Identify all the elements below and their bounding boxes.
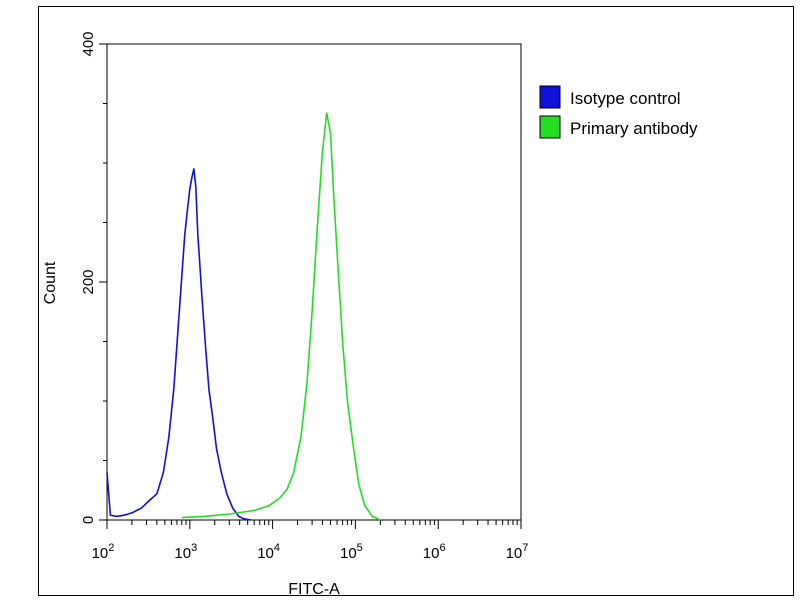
series-layer <box>106 112 381 521</box>
x-tick-label: 103 <box>174 542 197 562</box>
legend-label-isotype: Isotype control <box>570 89 681 108</box>
x-axis-ticks: 102 103 104 105 106 107 <box>92 520 529 562</box>
y-tick-label: 400 <box>80 31 97 56</box>
chart-frame <box>38 6 794 596</box>
legend-label-primary: Primary antibody <box>570 119 698 138</box>
x-tick-label: 105 <box>340 542 363 562</box>
x-tick-label: 104 <box>257 542 280 562</box>
x-tick-label: 107 <box>506 542 529 562</box>
y-axis-ticks: 0 200 400 <box>80 31 107 524</box>
x-axis-label: FITC-A <box>288 581 340 598</box>
x-tick-label: 106 <box>423 542 446 562</box>
series-line-1 <box>181 112 381 521</box>
x-tick-label: 102 <box>92 542 115 562</box>
y-axis-label: Count <box>42 261 59 304</box>
legend-swatch-primary <box>539 115 561 139</box>
series-line-0 <box>106 168 252 521</box>
y-tick-label: 200 <box>80 269 97 294</box>
y-tick-label: 0 <box>80 516 97 524</box>
legend-swatch-isotype <box>539 85 561 109</box>
legend: Isotype control Primary antibody <box>539 85 698 139</box>
